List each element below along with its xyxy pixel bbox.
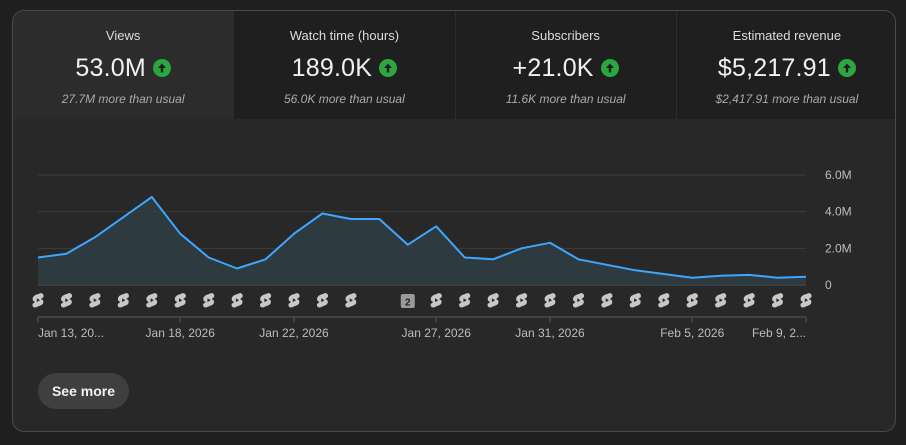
x-tick-label: Jan 18, 2026 — [146, 326, 216, 340]
shorts-icon — [601, 293, 613, 308]
metric-label: Watch time (hours) — [289, 28, 400, 43]
data-point — [689, 275, 695, 281]
data-point — [433, 223, 439, 229]
metric-label: Subscribers — [531, 28, 600, 43]
data-point — [206, 255, 212, 261]
shorts-icon — [572, 293, 585, 308]
data-point — [291, 231, 297, 237]
data-point — [775, 275, 781, 281]
data-point — [234, 266, 240, 272]
arrow-up-icon — [379, 59, 398, 77]
shorts-icon — [288, 293, 300, 308]
shorts-icon — [231, 293, 243, 308]
metric-note: 11.6K more than usual — [505, 92, 626, 106]
data-point — [547, 240, 553, 246]
metric-tab-watch-time[interactable]: Watch time (hours) 189.0K 56.0K more tha… — [234, 11, 456, 119]
y-tick-label: 6.0M — [825, 168, 852, 182]
data-point — [462, 255, 468, 261]
shorts-icon — [487, 293, 499, 308]
metric-tabs: Views 53.0M 27.7M more than usual Watch … — [13, 11, 895, 119]
shorts-icon — [430, 293, 442, 308]
metric-tab-subscribers[interactable]: Subscribers +21.0K 11.6K more than usual — [455, 11, 677, 119]
shorts-icon — [515, 293, 528, 308]
shorts-icon — [686, 293, 698, 308]
shorts-icon — [743, 293, 755, 308]
shorts-icon — [459, 293, 471, 308]
data-point — [120, 214, 126, 220]
shorts-icon — [32, 293, 44, 308]
shorts-icon — [174, 293, 186, 308]
shorts-icon — [203, 293, 215, 308]
shorts-icon — [771, 293, 784, 308]
data-point — [490, 256, 496, 262]
data-point — [263, 256, 269, 262]
data-point — [405, 242, 411, 248]
series-line-views — [37, 196, 807, 279]
y-tick-label: 4.0M — [825, 205, 852, 219]
data-point — [63, 251, 69, 257]
y-tick-label: 0 — [825, 278, 832, 292]
data-point — [746, 272, 752, 278]
data-point — [661, 271, 667, 277]
metric-note: 56.0K more than usual — [284, 92, 405, 106]
grouped-marker — [400, 294, 415, 308]
shorts-icon — [259, 293, 272, 308]
shorts-icon — [715, 293, 727, 308]
metric-note: $2,417.91 more than usual — [715, 92, 859, 106]
shorts-icon — [629, 293, 641, 308]
shorts-icon — [60, 293, 73, 308]
arrow-up-icon — [837, 59, 856, 77]
data-point — [604, 262, 610, 268]
data-point — [92, 234, 98, 240]
data-point — [177, 231, 183, 237]
shorts-icon — [316, 293, 329, 308]
metric-tab-revenue[interactable]: Estimated revenue $5,217.91 $2,417.91 mo… — [676, 11, 895, 119]
metric-label: Estimated revenue — [732, 28, 842, 43]
shorts-icon — [544, 293, 556, 308]
x-tick-label: Jan 27, 2026 — [402, 326, 472, 340]
shorts-icon — [800, 293, 812, 308]
shorts-icon — [345, 293, 357, 308]
data-point — [519, 245, 525, 251]
metric-value: 53.0M — [75, 53, 146, 82]
grouped-marker-count: 2 — [405, 298, 411, 309]
data-point — [348, 216, 354, 222]
arrow-up-icon — [152, 59, 171, 77]
data-point — [803, 274, 809, 280]
shorts-icon — [146, 293, 158, 308]
area-fill — [38, 197, 806, 285]
metric-tab-views[interactable]: Views 53.0M 27.7M more than usual — [13, 11, 235, 119]
metric-value: +21.0K — [512, 53, 594, 82]
data-point — [376, 216, 382, 222]
x-tick-label: Feb 5, 2026 — [660, 326, 724, 340]
metric-value: $5,217.91 — [717, 53, 831, 82]
shorts-icon — [89, 293, 101, 308]
metric-label: Views — [105, 28, 141, 43]
see-more-button[interactable]: See more — [38, 373, 129, 409]
analytics-card: Views 53.0M 27.7M more than usual Watch … — [12, 10, 896, 432]
x-tick-label: Jan 13, 20... — [38, 326, 104, 340]
data-point — [319, 211, 325, 217]
shorts-icon — [658, 293, 670, 308]
data-point — [718, 273, 724, 279]
shorts-icon — [117, 293, 129, 308]
metric-value: 189.0K — [291, 53, 373, 82]
x-tick-label: Feb 9, 2... — [752, 326, 806, 340]
views-chart[interactable]: 6.0M 4.0M 2.0M 0 2 Jan 13, 20... Jan 18, 2026 J… — [13, 131, 896, 361]
data-point — [35, 255, 41, 261]
x-tick-label: Jan 22, 2026 — [259, 326, 329, 340]
data-point — [149, 194, 155, 200]
x-tick-label: Jan 31, 2026 — [515, 326, 585, 340]
data-point — [632, 267, 638, 273]
y-tick-label: 2.0M — [825, 241, 852, 255]
data-point — [575, 256, 581, 262]
arrow-up-icon — [600, 59, 619, 77]
metric-note: 27.7M more than usual — [61, 92, 185, 106]
